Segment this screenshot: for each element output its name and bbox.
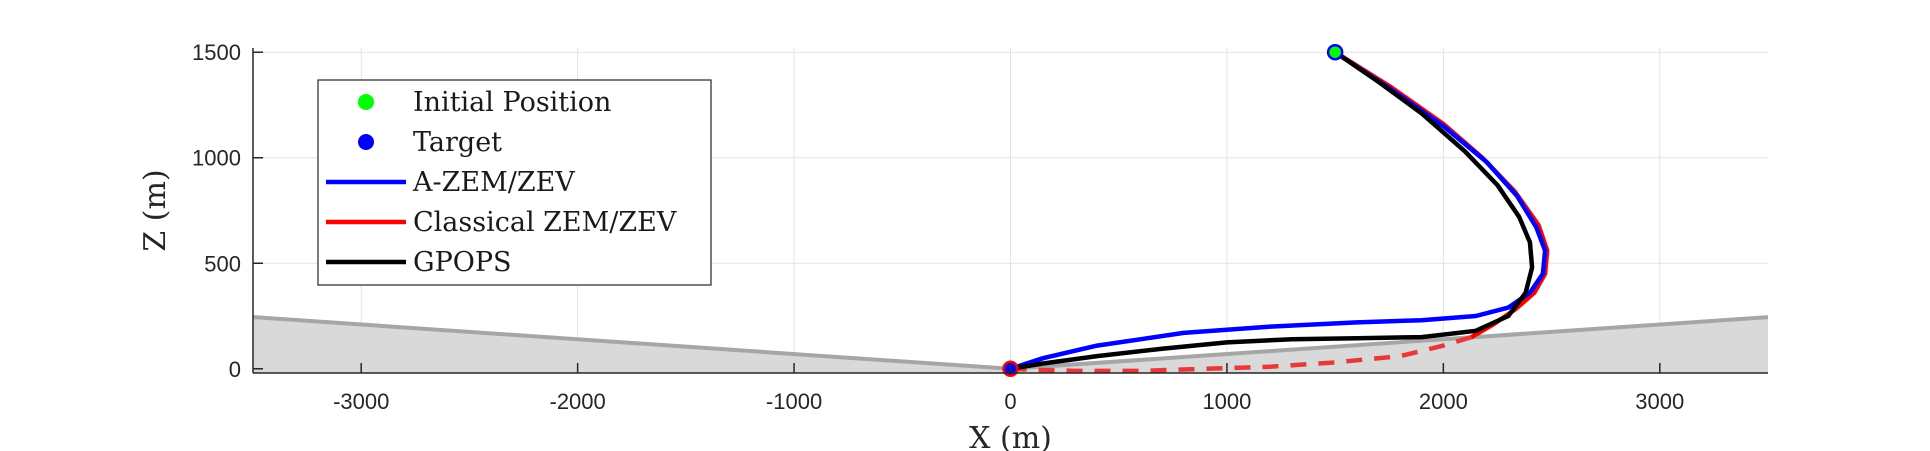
y-tick-label: 1500	[192, 40, 241, 65]
x-axis-label: X (m)	[969, 421, 1052, 451]
y-tick-label: 500	[204, 251, 241, 276]
tick-labels: -3000 -2000 -1000 0 1000 2000 3000 0 500 1000 1500	[192, 40, 1684, 414]
axes	[252, 48, 1768, 374]
x-tick-label: 2000	[1419, 389, 1468, 414]
legend: Initial Position Target A-ZEM/ZEV Classical…	[317, 79, 712, 286]
legend-label-3: Classical ZEM/ZEV	[413, 207, 677, 238]
legend-marker-1	[358, 134, 374, 150]
x-tick-label: 3000	[1635, 389, 1684, 414]
x-tick-label: 1000	[1202, 389, 1251, 414]
legend-label-0: Initial Position	[413, 87, 611, 118]
x-tick-label: 0	[1004, 389, 1016, 414]
legend-marker-0	[358, 94, 374, 110]
x-tick-label: -2000	[550, 389, 606, 414]
plot-series	[1008, 49, 1550, 374]
series-a-zem-zev-line	[1008, 49, 1548, 372]
x-tick-label: -1000	[766, 389, 822, 414]
y-axis-label: Z (m)	[138, 169, 173, 251]
legend-label-4: GPOPS	[413, 247, 512, 278]
legend-label-1: Target	[413, 127, 502, 158]
series-classical-zem-zev-dashed-line	[1010, 334, 1473, 374]
initial-position-marker	[1326, 43, 1344, 61]
y-tick-label: 0	[229, 357, 241, 382]
x-tick-label: -3000	[333, 389, 389, 414]
legend-label-2: A-ZEM/ZEV	[412, 167, 575, 198]
series-gpops-line	[1008, 49, 1535, 372]
y-tick-label: 1000	[192, 146, 241, 171]
